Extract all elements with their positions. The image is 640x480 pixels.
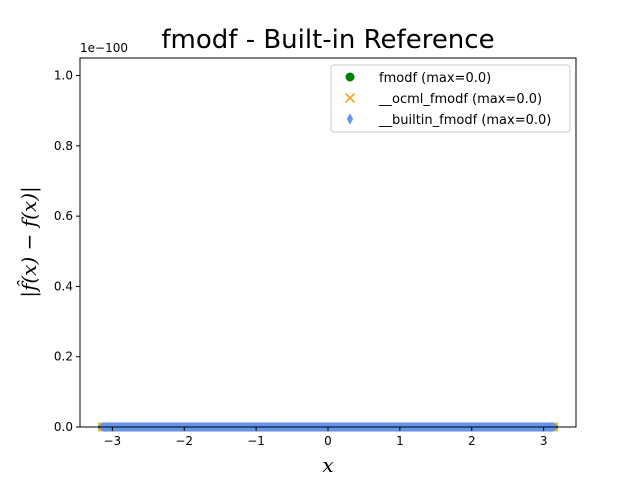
x-tick-label: 1	[396, 434, 404, 448]
y-tick-label: 0.4	[54, 279, 73, 293]
x-tick-label: −2	[175, 434, 193, 448]
y-tick-label: 0.0	[54, 420, 73, 434]
legend-marker-circle	[345, 72, 355, 82]
y-tick-label: 0.8	[54, 139, 73, 153]
legend-label: __builtin_fmodf (max=0.0)	[378, 113, 551, 128]
legend: fmodf (max=0.0) __ocml_fmodf (max=0.0) __b…	[330, 64, 571, 133]
x-tick-label: 2	[468, 434, 476, 448]
x-tick-label: −1	[247, 434, 265, 448]
x-tick-label: 3	[540, 434, 548, 448]
legend-marker-x	[344, 92, 356, 104]
y-tick-label: 0.6	[54, 209, 73, 223]
legend-label: __ocml_fmodf (max=0.0)	[378, 92, 542, 107]
y-axis-ticks: 0.0 0.2 0.4 0.6 0.8 1.0	[54, 69, 80, 434]
y-axis-label: |f̂(x) − f(x)|	[17, 186, 42, 298]
legend-box	[330, 64, 571, 133]
x-tick-label: −3	[103, 434, 121, 448]
y-tick-label: 1.0	[54, 69, 73, 83]
y-tick-label: 0.2	[54, 350, 73, 364]
x-axis-label: x	[322, 453, 333, 477]
x-axis-ticks: −3 −2 −1 0 1 2 3	[103, 427, 547, 448]
chart-title: fmodf - Built-in Reference	[161, 25, 494, 55]
legend-label: fmodf (max=0.0)	[379, 71, 491, 86]
x-tick-label: 0	[324, 434, 332, 448]
legend-marker-diamond	[346, 113, 354, 125]
y-axis-offset-label: 1e−100	[80, 41, 128, 55]
